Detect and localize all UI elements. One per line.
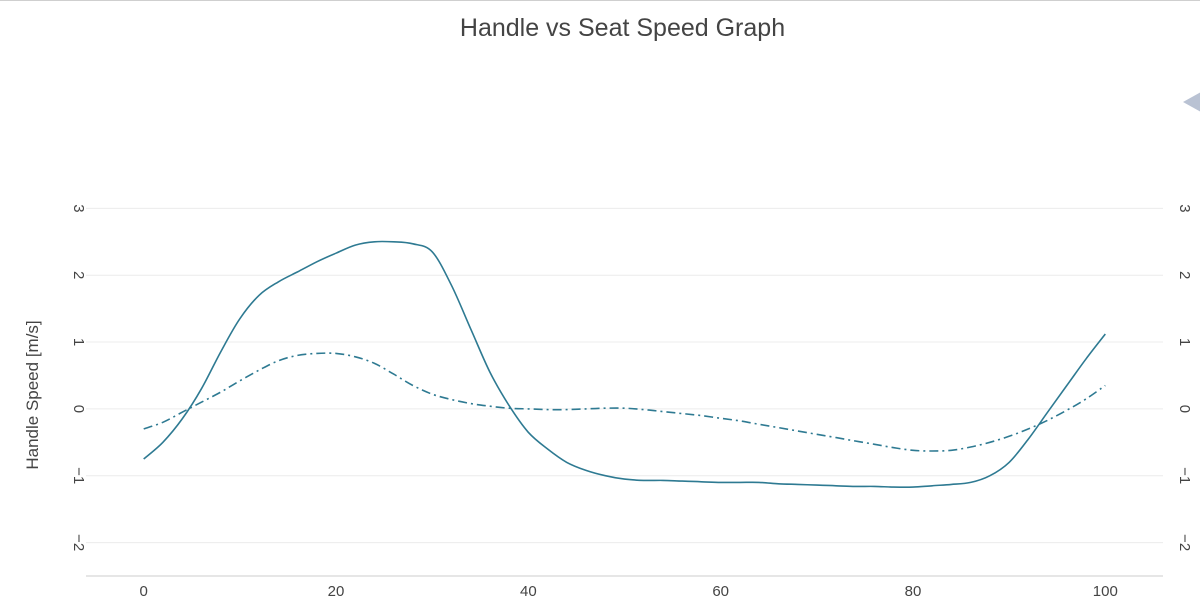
top-border: [0, 0, 1200, 1]
y-axis-left-ticks: −2 −1 0 1 2 3: [70, 204, 87, 551]
series-lines: [143, 240, 1106, 489]
collapse-arrow-icon[interactable]: [1183, 92, 1200, 112]
y-tick-label-right: 0: [1176, 405, 1193, 413]
x-tick-label: 60: [712, 583, 729, 600]
series-line-dashdot[interactable]: [143, 352, 1106, 452]
y-tick-label-right: 1: [1176, 338, 1193, 346]
y-tick-label-left: 3: [70, 204, 87, 212]
y-tick-label-right: 3: [1176, 204, 1193, 212]
y-tick-label-right: −2: [1176, 534, 1193, 551]
series-line-solid[interactable]: [143, 240, 1106, 489]
y-tick-label-right: −1: [1176, 467, 1193, 484]
y-tick-label-left: −1: [70, 467, 87, 484]
y-tick-label-right: 2: [1176, 271, 1193, 279]
x-tick-label: 100: [1093, 583, 1118, 600]
x-tick-label: 80: [905, 583, 922, 600]
chart-title: Handle vs Seat Speed Graph: [459, 14, 786, 42]
y-tick-label-left: −2: [70, 534, 87, 551]
x-tick-label: 0: [140, 583, 148, 600]
y-tick-label-left: 2: [70, 271, 87, 279]
x-axis-ticks: 0 20 40 60 80 100: [140, 583, 1118, 600]
grid-lines: [86, 207, 1163, 577]
y-tick-label-left: 0: [70, 405, 87, 413]
y-axis-title: Handle Speed [m/s]: [23, 320, 42, 469]
y-tick-label-left: 1: [70, 338, 87, 346]
x-tick-label: 40: [520, 583, 537, 600]
y-axis-right-ticks: −2 −1 0 1 2 3: [1176, 204, 1193, 551]
x-tick-label: 20: [328, 583, 345, 600]
